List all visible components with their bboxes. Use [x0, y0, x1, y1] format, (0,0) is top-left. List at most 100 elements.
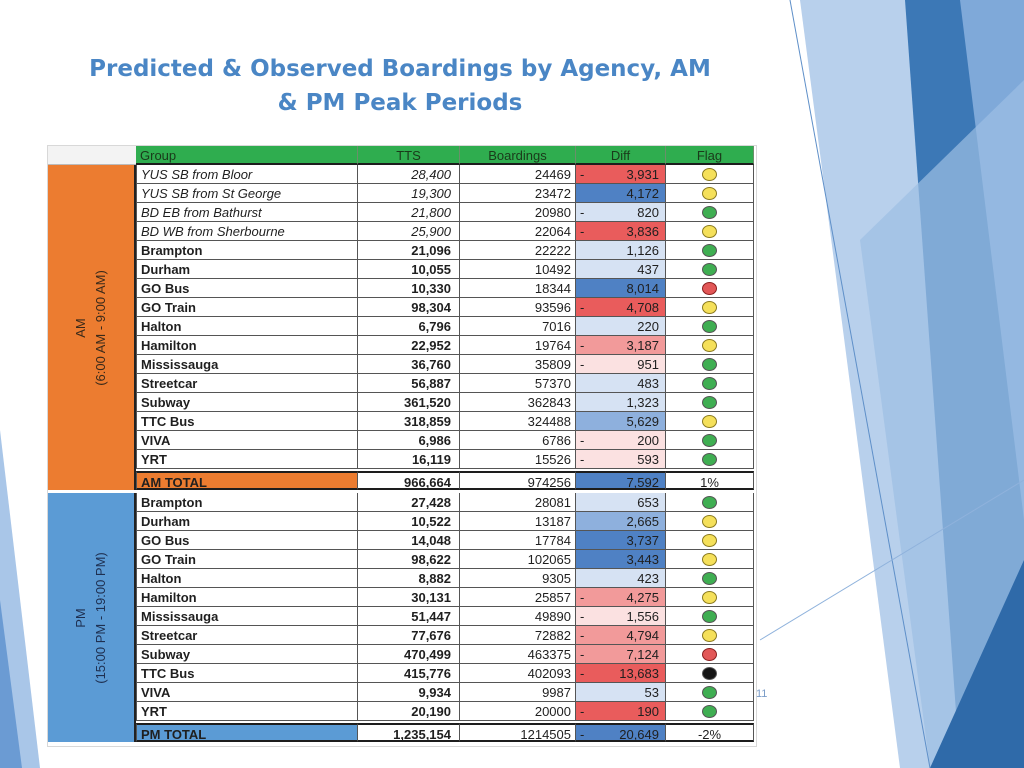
- yellow-flag-icon: [702, 515, 717, 528]
- yellow-flag-icon: [702, 553, 717, 566]
- group-cell: PM TOTAL: [136, 723, 358, 742]
- diff-sign: -: [580, 704, 585, 719]
- tts-cell: 98,622: [358, 550, 460, 569]
- tts-cell: 361,520: [358, 393, 460, 412]
- diff-sign: -: [580, 205, 585, 220]
- tts-cell: 27,428: [358, 493, 460, 512]
- flag-cell: [666, 702, 754, 721]
- green-flag-icon: [702, 263, 717, 276]
- boardings-cell: 20980: [460, 203, 576, 222]
- diff-cell: 2,665: [576, 512, 666, 531]
- diff-cell: - 13,683: [576, 664, 666, 683]
- flag-cell: [666, 203, 754, 222]
- table-row: Brampton 21,096 22222 1,126: [136, 241, 754, 260]
- diff-cell: 483: [576, 374, 666, 393]
- yellow-flag-icon: [702, 168, 717, 181]
- tts-cell: 1,235,154: [358, 723, 460, 742]
- yellow-flag-icon: [702, 339, 717, 352]
- column-header-tts: TTS: [358, 146, 460, 165]
- table-row: TTC Bus 415,776 402093- 13,683: [136, 664, 754, 683]
- green-flag-icon: [702, 705, 717, 718]
- group-cell: GO Bus: [136, 531, 358, 550]
- table-row: Hamilton 22,952 19764- 3,187: [136, 336, 754, 355]
- flag-cell: 1%: [666, 471, 754, 490]
- group-cell: Mississauga: [136, 607, 358, 626]
- table-row: Brampton 27,428 28081 653: [136, 493, 754, 512]
- table-row: Halton 6,796 7016 220: [136, 317, 754, 336]
- boardings-cell: 6786: [460, 431, 576, 450]
- flag-cell: [666, 222, 754, 241]
- diff-cell: - 190: [576, 702, 666, 721]
- diff-cell: - 20,649: [576, 723, 666, 742]
- column-header-boardings: Boardings: [460, 146, 576, 165]
- green-flag-icon: [702, 206, 717, 219]
- flag-cell: [666, 645, 754, 664]
- boardings-cell: 324488: [460, 412, 576, 431]
- boardings-cell: 463375: [460, 645, 576, 664]
- boardings-cell: 22064: [460, 222, 576, 241]
- diff-cell: - 3,931: [576, 165, 666, 184]
- diff-sign: -: [580, 300, 585, 315]
- boardings-cell: 402093: [460, 664, 576, 683]
- diff-cell: - 951: [576, 355, 666, 374]
- diff-value: 653: [637, 495, 659, 510]
- flag-percent: 1%: [700, 475, 719, 490]
- flag-cell: [666, 374, 754, 393]
- diff-cell: 4,172: [576, 184, 666, 203]
- flag-cell: [666, 393, 754, 412]
- green-flag-icon: [702, 377, 717, 390]
- green-flag-icon: [702, 610, 717, 623]
- tts-cell: 25,900: [358, 222, 460, 241]
- flag-cell: [666, 626, 754, 645]
- diff-value: 1,126: [626, 243, 659, 258]
- tts-cell: 19,300: [358, 184, 460, 203]
- diff-value: 13,683: [619, 666, 659, 681]
- table-row: Durham 10,055 10492 437: [136, 260, 754, 279]
- boardings-cell: 7016: [460, 317, 576, 336]
- diff-value: 3,836: [626, 224, 659, 239]
- diff-value: 483: [637, 376, 659, 391]
- diff-value: 53: [644, 685, 659, 700]
- boardings-cell: 102065: [460, 550, 576, 569]
- tts-cell: 22,952: [358, 336, 460, 355]
- table-row: VIVA 6,986 6786- 200: [136, 431, 754, 450]
- diff-cell: - 4,708: [576, 298, 666, 317]
- flag-cell: [666, 550, 754, 569]
- table-row: YUS SB from Bloor 28,400 24469- 3,931: [136, 165, 754, 184]
- deco-line-2: [759, 479, 1024, 641]
- boardings-cell: 23472: [460, 184, 576, 203]
- tts-cell: 14,048: [358, 531, 460, 550]
- diff-cell: - 820: [576, 203, 666, 222]
- green-flag-icon: [702, 496, 717, 509]
- flag-cell: [666, 512, 754, 531]
- diff-value: 3,187: [626, 338, 659, 353]
- diff-sign: -: [580, 666, 585, 681]
- group-cell: Mississauga: [136, 355, 358, 374]
- diff-sign: -: [580, 452, 585, 467]
- group-cell: Brampton: [136, 493, 358, 512]
- group-cell: VIVA: [136, 431, 358, 450]
- period-am-name: AM: [73, 317, 88, 338]
- deco-band-left-dark: [0, 600, 22, 768]
- tts-cell: 6,796: [358, 317, 460, 336]
- flag-cell: [666, 165, 754, 184]
- diff-cell: 1,126: [576, 241, 666, 260]
- slide-title: Predicted & Observed Boardings by Agency…: [60, 52, 740, 120]
- boardings-cell: 1214505: [460, 723, 576, 742]
- tts-cell: 966,664: [358, 471, 460, 490]
- group-cell: TTC Bus: [136, 664, 358, 683]
- period-label-am: AM (6:00 AM - 9:00 AM): [48, 165, 136, 490]
- table-row: Subway 361,520 362843 1,323: [136, 393, 754, 412]
- diff-value: 5,629: [626, 414, 659, 429]
- tts-cell: 10,330: [358, 279, 460, 298]
- diff-cell: - 593: [576, 450, 666, 469]
- tts-cell: 20,190: [358, 702, 460, 721]
- red-flag-icon: [702, 648, 717, 661]
- table-row: BD WB from Sherbourne 25,900 22064- 3,836: [136, 222, 754, 241]
- table-row: YRT 20,190 20000- 190: [136, 702, 754, 721]
- boardings-cell: 19764: [460, 336, 576, 355]
- table-row: Subway 470,499 463375- 7,124: [136, 645, 754, 664]
- table-row: GO Bus 10,330 18344 8,014: [136, 279, 754, 298]
- flag-cell: [666, 569, 754, 588]
